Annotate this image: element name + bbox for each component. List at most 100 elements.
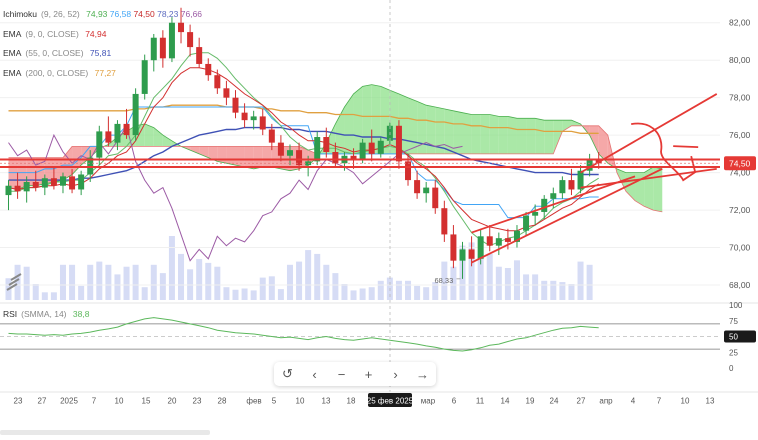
low-price-label: 68,33 [435,276,454,285]
time-tick-label: 20 [168,397,177,406]
cloud-segment [217,146,227,164]
volume-bar [277,289,284,300]
cloud-segment [144,123,154,147]
volume-bar [550,280,557,300]
volume-bar [513,260,520,300]
volume-bar [332,273,339,300]
candle-body [486,236,493,246]
candle-body [286,150,293,156]
volume-bar [541,280,548,300]
legend-ema9[interactable]: EMA (9, 0, CLOSE) 74,94 [3,25,202,45]
cloud-segment [226,146,236,166]
rsi-legend[interactable]: RSI (SMMA, 14) 38,8 [3,309,89,319]
zoom-in-button[interactable]: + [364,366,373,382]
candle-body [368,142,375,154]
legend-ema55[interactable]: EMA (55, 0, CLOSE) 75,81 [3,44,202,64]
candle-body [205,63,212,76]
cloud-segment [453,110,463,154]
candle-body [123,123,130,136]
candle-body [441,208,448,235]
candle-body [114,123,121,143]
rsi-legend-params: (SMMA, 14) [21,309,67,319]
candle-body [495,238,502,246]
volume-bar [305,250,312,300]
cloud-segment [462,112,472,154]
volume-bar [423,287,430,300]
rsi-tick-label: 25 [729,348,738,357]
zoom-out-button[interactable]: − [337,366,346,382]
candle-body [168,22,175,59]
cloud-segment [26,157,36,186]
channel-extension-upper-line [580,93,718,174]
volume-bar [41,292,48,300]
volume-bar [50,292,57,300]
cloud-segment [235,146,245,167]
crosshair-date-badge [368,393,412,407]
candle-body [414,180,421,194]
price-tick-label: 80,00 [729,55,751,65]
rsi-tick-label: 75 [729,317,738,326]
price-tick-label: 82,00 [729,18,751,28]
go-to-latest-button[interactable]: → [416,366,429,382]
volume-bar [477,253,484,300]
candle-body [359,142,366,160]
volume-bar [223,287,230,300]
cloud-segment [162,135,172,147]
candle-body [504,238,511,242]
time-tick-label: 10 [296,397,305,406]
candle-body [550,193,557,199]
channel-upper-line [471,175,636,234]
volume-bar [523,274,530,300]
cloud-segment [507,116,517,154]
volume-bar [132,264,139,300]
channel-lower-line [471,168,663,264]
volume-bar [395,280,402,300]
time-tick-label: фев [246,397,261,406]
cloud-segment [262,146,272,167]
ema200-line [8,104,599,134]
time-tick-label: 28 [218,397,227,406]
cloud-segment [526,118,536,154]
price-tick-label: 70,00 [729,243,751,253]
cloud-segment [544,120,554,154]
candle-body [423,187,430,194]
crosshair-date-label: 25 фев 2025 [367,397,414,406]
cloud-segment [335,107,345,154]
cloud-segment [598,125,608,164]
candle-body [541,198,548,212]
current-price-label: 74,50 [729,159,751,169]
candle-body [50,178,57,186]
ema55-line [8,126,599,181]
candle-body [232,97,239,113]
user-drawings [0,93,720,264]
time-tick-label: 13 [706,397,715,406]
candle-body [105,131,112,143]
price-tick-label: 74,00 [729,168,751,178]
candle-body [96,131,103,158]
candle-body [332,152,339,164]
candle-body [214,75,221,89]
legend-ema200[interactable]: EMA (200, 0, CLOSE) 77,27 [3,64,202,84]
candle-body [41,178,48,188]
time-tick-label: 27 [577,397,586,406]
time-tick-label: 5 [272,397,277,406]
cloud-segment [344,93,354,154]
time-tick-label: 14 [501,397,510,406]
legend-ichimoku-name: Ichimoku [3,9,38,19]
volume-bar [504,268,511,300]
candle-body [23,181,30,192]
volume-bar [441,261,448,300]
cloud-segment [589,125,599,154]
legend-ichimoku[interactable]: Ichimoku (9, 26, 52) 74,93 76,58 74,50 78… [3,5,202,25]
volume-bar [168,236,175,300]
candle-body [532,211,539,216]
scroll-left-button[interactable]: ‹ [312,366,317,382]
scroll-right-button[interactable]: › [393,366,398,382]
cloud-segment [62,146,73,181]
cloud-segment [53,157,63,182]
reset-view-button[interactable]: ↺ [282,366,293,381]
price-tick-label: 78,00 [729,93,751,103]
volume-bar [495,266,502,300]
